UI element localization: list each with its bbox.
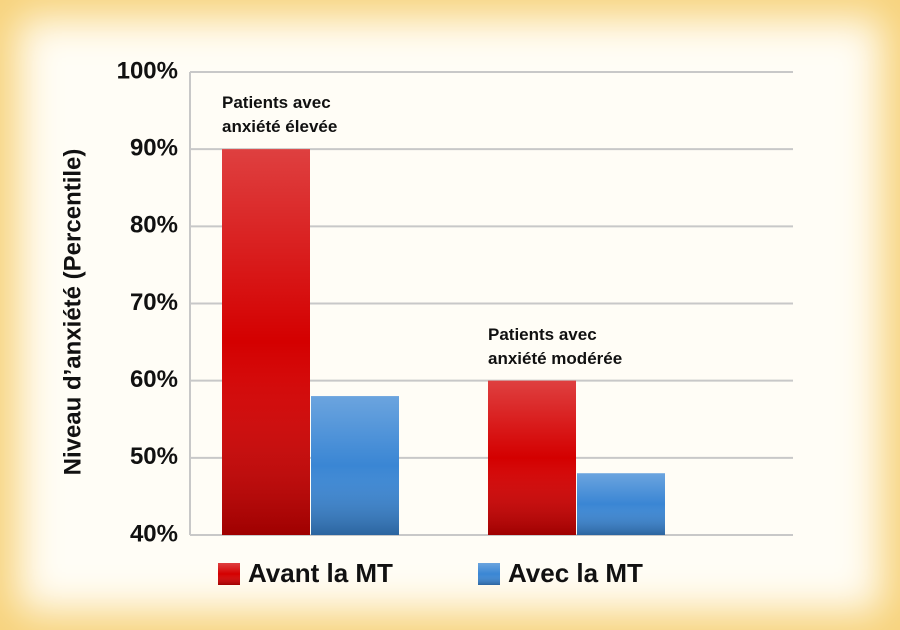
y-tick-label: 40% [130, 520, 178, 547]
legend-swatch-shade [218, 563, 240, 585]
bar-shade [488, 380, 576, 535]
group-label: Patients avec anxiété élevée [222, 93, 338, 137]
group-label: Patients avec anxiété modérée [488, 324, 623, 368]
legend-label: Avant la MT [248, 558, 393, 588]
y-tick-label: 50% [130, 443, 178, 470]
legend-swatch-shade [478, 563, 500, 585]
y-tick-label: 80% [130, 212, 178, 239]
y-tick-label: 70% [130, 289, 178, 316]
y-tick-label: 90% [130, 135, 178, 162]
bar-shade [577, 473, 665, 535]
y-tick-label: 60% [130, 366, 178, 393]
bar-shade [222, 149, 310, 535]
bar-shade [311, 396, 399, 535]
legend-label: Avec la MT [508, 558, 643, 588]
y-axis-title: Niveau d’anxiété (Percentile) [59, 149, 86, 476]
y-tick-label: 100% [117, 57, 178, 84]
